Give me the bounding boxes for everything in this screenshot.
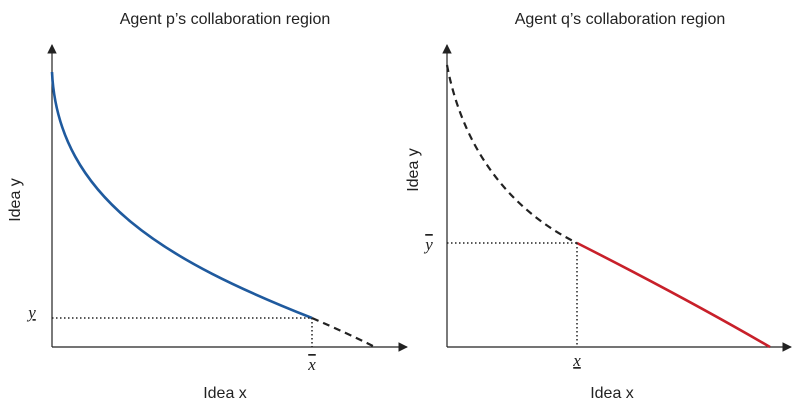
panel-q: Agent q’s collaboration region y x Idea …: [405, 11, 792, 402]
x-tick-label: x: [307, 355, 316, 374]
y-axis-label: Idea y: [405, 148, 422, 192]
panel-title: Agent p’s collaboration region: [120, 11, 331, 28]
y-axis-label: Idea y: [7, 178, 24, 222]
curve-dashed: [311, 316, 376, 348]
curve-solid: [50, 71, 313, 320]
x-axis-label: Idea x: [590, 385, 634, 402]
panel-p: Agent p’s collaboration region y x Idea …: [7, 11, 408, 402]
panel-title: Agent q’s collaboration region: [515, 11, 726, 28]
y-tick-label: y: [26, 303, 36, 322]
curve-dashed: [445, 64, 578, 244]
y-tick-label: y: [423, 235, 433, 254]
x-tick-label: x: [572, 351, 581, 370]
x-axis-label: Idea x: [203, 385, 247, 402]
curve-solid: [576, 241, 771, 349]
